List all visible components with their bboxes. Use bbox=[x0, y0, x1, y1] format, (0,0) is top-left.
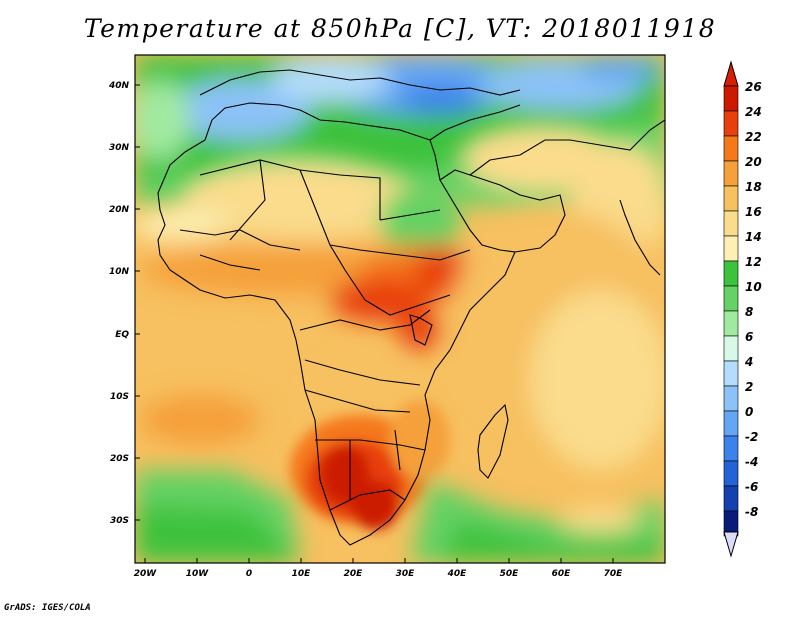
colorbar-label: 16 bbox=[745, 205, 762, 219]
colorbar-swatch bbox=[723, 285, 739, 312]
lat-label: 20S bbox=[110, 454, 129, 464]
lat-label: 30S bbox=[110, 516, 129, 526]
colorbar-label: 20 bbox=[745, 155, 762, 169]
colorbar-arrow-bottom bbox=[723, 531, 739, 558]
chart-title: Temperature at 850hPa [C], VT: 201801191… bbox=[83, 14, 717, 43]
colorbar-label: 12 bbox=[745, 255, 762, 269]
latitude-axis: 40N 30N 20N 10N EQ 10S 20S 30S bbox=[108, 81, 140, 526]
lon-label: 10E bbox=[292, 569, 312, 579]
colorbar-swatch bbox=[723, 260, 739, 287]
colorbar-swatch bbox=[723, 160, 739, 187]
colorbar-label: 10 bbox=[745, 280, 762, 294]
temperature-field bbox=[135, 55, 665, 563]
colorbar-label: 2 bbox=[745, 380, 753, 394]
colorbar-label: 14 bbox=[745, 230, 762, 244]
lon-label: 40E bbox=[447, 569, 468, 579]
colorbar-label: -6 bbox=[745, 480, 758, 494]
colorbar-swatch bbox=[723, 110, 739, 137]
lon-label: 30E bbox=[396, 569, 416, 579]
colorbar-label: -4 bbox=[745, 455, 758, 469]
colorbar-label: 18 bbox=[745, 180, 762, 194]
colorbar-swatch bbox=[723, 310, 739, 337]
lat-label: EQ bbox=[115, 330, 129, 340]
lon-label: 0 bbox=[246, 569, 252, 579]
lat-label: 20N bbox=[109, 205, 130, 215]
longitude-axis: 20W 10W 0 10E 20E 30E 40E 50E 60E 70E bbox=[134, 558, 623, 579]
colorbar-label: 8 bbox=[745, 305, 753, 319]
colorbar-label: -2 bbox=[745, 430, 758, 444]
lon-label: 10W bbox=[186, 569, 210, 579]
colorbar: 26 24 22 20 18 16 14 12 10 8 6 4 2 0 -2 … bbox=[723, 60, 762, 558]
colorbar-swatch bbox=[723, 410, 739, 437]
colorbar-swatch bbox=[723, 485, 739, 512]
lat-label: 40N bbox=[108, 81, 130, 91]
colorbar-arrow-top bbox=[723, 60, 739, 87]
lon-label: 20E bbox=[344, 569, 364, 579]
map-frame bbox=[134, 54, 666, 564]
colorbar-label: 26 bbox=[745, 80, 762, 94]
lat-label: 30N bbox=[109, 143, 130, 153]
colorbar-label: 22 bbox=[745, 130, 762, 144]
colorbar-swatch bbox=[723, 460, 739, 487]
colorbar-swatch bbox=[723, 135, 739, 162]
grads-credit: GrADS: IGES/COLA bbox=[4, 603, 91, 613]
colorbar-label: -8 bbox=[745, 505, 758, 519]
colorbar-swatch bbox=[723, 435, 739, 462]
colorbar-label: 24 bbox=[745, 105, 762, 119]
colorbar-label: 0 bbox=[745, 405, 753, 419]
colorbar-swatch bbox=[723, 385, 739, 412]
lon-label: 60E bbox=[552, 569, 572, 579]
lat-label: 10N bbox=[109, 267, 130, 277]
lon-label: 50E bbox=[500, 569, 520, 579]
colorbar-swatch bbox=[723, 185, 739, 212]
coastlines bbox=[157, 69, 665, 546]
colorbar-label: 4 bbox=[744, 355, 753, 369]
colorbar-swatch bbox=[723, 235, 739, 262]
lon-label: 20W bbox=[134, 569, 158, 579]
colorbar-swatch bbox=[723, 210, 739, 237]
colorbar-swatch bbox=[723, 335, 739, 362]
lat-label: 10S bbox=[110, 392, 129, 402]
lon-label: 70E bbox=[604, 569, 624, 579]
colorbar-label: 6 bbox=[745, 330, 753, 344]
colorbar-swatch bbox=[723, 360, 739, 387]
colorbar-swatch bbox=[723, 85, 739, 112]
